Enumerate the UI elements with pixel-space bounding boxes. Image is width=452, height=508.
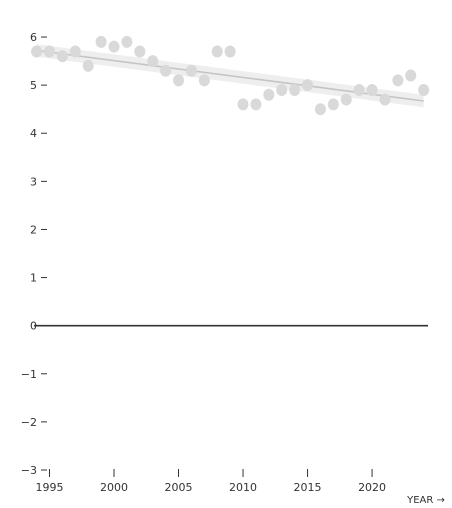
x-tick-label: 2010 (229, 481, 257, 494)
data-point (31, 45, 43, 58)
y-tick-label: −3 (21, 464, 37, 477)
x-tick-label: 2020 (358, 481, 386, 494)
data-point (147, 55, 159, 68)
y-tick-label: 3 (30, 175, 37, 188)
data-point (276, 83, 288, 96)
data-point (211, 45, 223, 58)
x-tick-label: 2005 (165, 481, 193, 494)
data-point (82, 59, 94, 72)
data-point (121, 35, 133, 48)
data-point (134, 45, 146, 58)
data-point (302, 79, 314, 92)
x-tick-label: 2000 (100, 481, 128, 494)
data-point (392, 74, 404, 87)
y-tick-label: 6 (30, 31, 37, 44)
y-tick-label: −2 (21, 416, 37, 429)
data-point (160, 64, 172, 77)
data-point (314, 103, 326, 116)
data-point (224, 45, 236, 58)
data-point (340, 93, 352, 106)
data-point (69, 45, 81, 58)
data-point (263, 88, 275, 101)
data-point (366, 83, 378, 96)
data-point (250, 98, 262, 111)
data-point (108, 40, 120, 53)
data-point (56, 50, 68, 63)
data-point (198, 74, 210, 87)
trend-line (36, 49, 424, 102)
y-tick-label: 4 (30, 127, 37, 140)
data-point (289, 83, 301, 96)
x-tick-label: 1995 (35, 481, 63, 494)
x-axis-label: YEAR → (406, 495, 445, 506)
data-point (185, 64, 197, 77)
data-point (418, 83, 430, 96)
y-tick-label: 2 (30, 223, 37, 236)
data-point (43, 45, 55, 58)
data-point (95, 35, 107, 48)
y-tick-label: 5 (30, 79, 37, 92)
data-point (327, 98, 339, 111)
y-tick-label: 1 (30, 272, 37, 285)
y-tick-label: −1 (21, 368, 37, 381)
x-tick-label: 2015 (294, 481, 322, 494)
y-tick-label: 0 (30, 320, 37, 333)
data-point (379, 93, 391, 106)
data-point (173, 74, 185, 87)
data-point (405, 69, 417, 82)
data-point (353, 83, 365, 96)
data-point (237, 98, 249, 111)
